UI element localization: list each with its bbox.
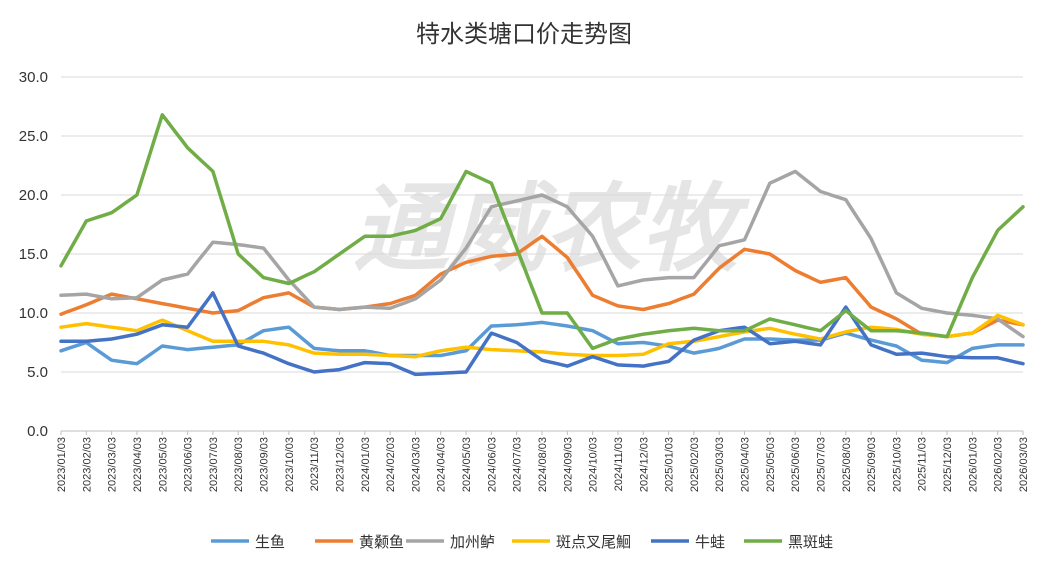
x-tick-label: 2023/01/03 [56,437,68,492]
x-tick-label: 2024/01/03 [360,437,372,492]
x-tick-label: 2025/02/03 [689,437,701,492]
x-tick-label: 2026/01/03 [967,437,979,492]
x-tick-label: 2025/11/03 [917,437,929,491]
legend: 生鱼 黄颡鱼 加州鲈 斑点叉尾鮰 牛蛙 黑斑蛙 [211,533,833,551]
x-tick-label: 2024/08/03 [537,437,549,492]
x-tick-label: 2023/03/03 [107,437,119,492]
x-tick-label: 2025/01/03 [664,437,676,492]
x-tick-label: 2024/06/03 [486,437,498,492]
x-tick-label: 2025/06/03 [790,437,802,492]
x-tick-label: 2023/06/03 [183,437,195,492]
x-tick-label: 2024/07/03 [512,437,524,492]
x-tick-label: 2023/07/03 [208,437,220,492]
x-tick-label: 2025/08/03 [841,437,853,492]
x-tick-label: 2026/02/03 [993,437,1005,492]
series-line-5 [59,113,1025,351]
x-tick-label: 2025/09/03 [866,437,878,492]
series-line-3 [59,313,1025,359]
x-tick-label: 2023/09/03 [259,437,271,492]
x-tick-label: 2024/09/03 [562,437,574,492]
x-tick-label: 2024/03/03 [410,437,422,492]
series-line-0 [59,320,1025,366]
series-line-4 [59,291,1025,377]
x-tick-label: 2023/04/03 [132,437,144,492]
legend-label: 生鱼 [255,533,285,551]
legend-label: 斑点叉尾鮰 [556,533,631,551]
x-tick-label: 2023/08/03 [233,437,245,492]
watermark-text: 通威农牧 [353,173,751,285]
y-tick-label: 25.0 [19,128,48,145]
series-lines [59,113,1025,377]
y-tick-label: 5.0 [27,364,48,381]
x-tick-label: 2025/03/03 [714,437,726,492]
x-tick-label: 2024/05/03 [461,437,473,492]
series-line-2 [59,169,1025,339]
y-tick-label: 20.0 [19,187,48,204]
x-tick-label: 2025/07/03 [815,437,827,492]
legend-label: 黑斑蛙 [788,533,833,551]
x-tick-label: 2023/12/03 [334,437,346,492]
legend-label: 加州鲈 [450,533,495,551]
x-tick-label: 2025/12/03 [942,437,954,492]
x-tick-label: 2023/05/03 [157,437,169,492]
x-tick-label: 2025/04/03 [740,437,752,492]
x-axis: 2023/01/03 2023/02/03 2023/03/03 2023/04/03… [56,431,1030,492]
legend-label: 牛蛙 [695,533,725,551]
x-tick-label: 2023/02/03 [81,437,93,492]
y-tick-label: 10.0 [19,305,48,322]
y-tick-label: 0.0 [27,423,48,440]
x-tick-label: 2023/10/03 [284,437,296,492]
x-tick-label: 2024/11/03 [613,437,625,491]
x-tick-label: 2024/12/03 [638,437,650,492]
y-axis: 0.0 5.0 10.0 15.0 20.0 25.0 30.0 [19,69,48,440]
x-tick-label: 2023/11/03 [309,437,321,491]
y-tick-label: 15.0 [19,246,48,263]
chart-title: 特水类塘口价走势图 [416,20,632,48]
x-tick-label: 2024/04/03 [436,437,448,492]
legend-label: 黄颡鱼 [359,533,404,551]
x-tick-label: 2026/03/03 [1018,437,1030,492]
y-tick-label: 30.0 [19,69,48,86]
x-tick-label: 2025/10/03 [891,437,903,492]
x-tick-label: 2024/10/03 [588,437,600,492]
x-tick-label: 2024/02/03 [385,437,397,492]
x-tick-label: 2025/05/03 [765,437,777,492]
